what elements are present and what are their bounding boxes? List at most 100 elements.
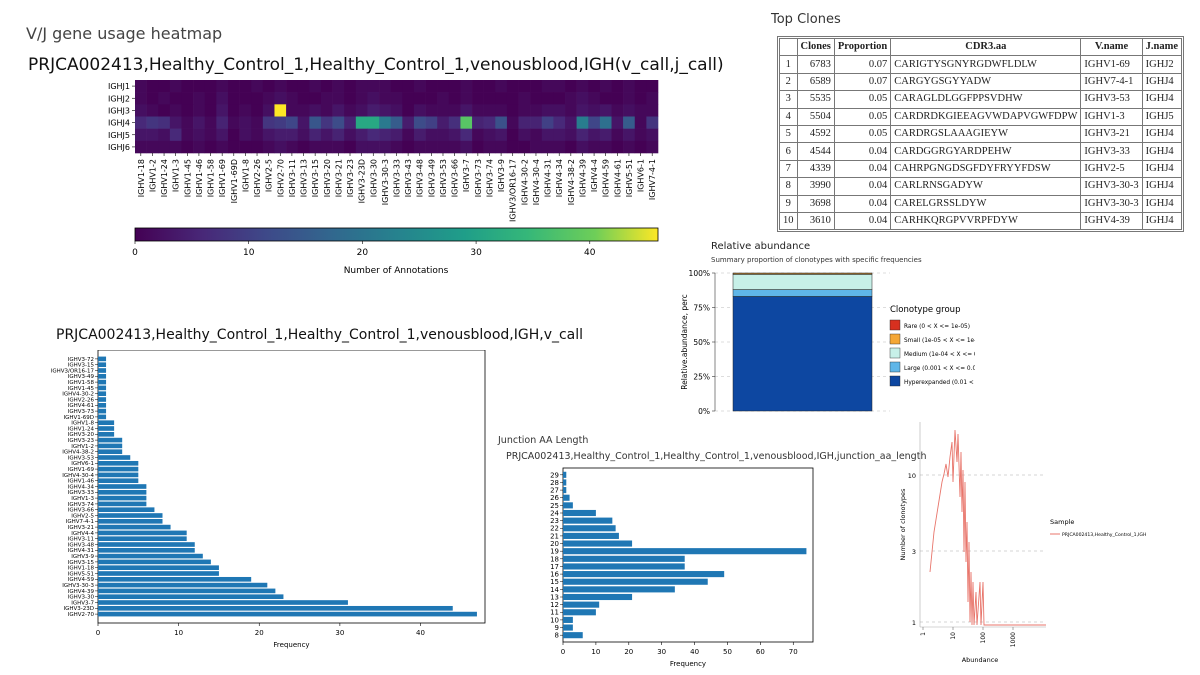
heatmap-cell xyxy=(367,128,380,142)
category-label: IGHV3-15 xyxy=(68,560,95,566)
bar xyxy=(98,501,147,507)
heatmap-cell xyxy=(193,80,206,93)
category-label: IGHV1-8 xyxy=(71,421,94,427)
heatmap-cell xyxy=(541,92,554,105)
heatmap-col-label: IGHV4-30-2 xyxy=(520,159,529,205)
category-label: IGHV3-48 xyxy=(68,542,95,548)
heatmap-cell xyxy=(355,80,368,93)
heatmap-cell xyxy=(158,140,171,154)
y-axis-label: Relative.abundance, perc xyxy=(680,294,689,390)
heatmap-cell xyxy=(251,80,264,93)
bar xyxy=(98,530,187,536)
table-cell: CARAGLDLGGFPPSVDHW xyxy=(890,90,1082,109)
heatmap-cell xyxy=(158,128,171,142)
heatmap-cell xyxy=(565,104,577,117)
heatmap-cell xyxy=(169,92,182,105)
heatmap-cell xyxy=(483,128,496,142)
table-header: Clones xyxy=(796,37,835,57)
heatmap-cell xyxy=(506,104,519,117)
heatmap-col-label: IGHV3-23D xyxy=(358,159,367,203)
heatmap-col-label: IGHV4-34 xyxy=(555,159,564,197)
category-label: IGHV1-3 xyxy=(71,496,94,502)
table-header: Proportion xyxy=(833,37,892,57)
heatmap-col-label: IGHV3-7 xyxy=(462,159,471,192)
colorbar-tick: 20 xyxy=(357,248,369,258)
table-cell: 0.04 xyxy=(833,194,892,213)
table-cell: 4592 xyxy=(796,124,835,144)
heatmap-cell xyxy=(286,140,299,154)
heatmap-cell xyxy=(530,92,543,105)
heatmap-cell xyxy=(506,128,519,142)
heatmap-col-label: IGHV1-58 xyxy=(207,159,216,197)
heatmap-col-label: IGHV4-61 xyxy=(613,159,622,197)
heatmap-cell xyxy=(437,140,450,154)
heatmap-cell xyxy=(413,80,426,93)
heatmap-col-label: IGHV4-59 xyxy=(602,159,611,197)
top-clones-title: Top Clones xyxy=(771,12,841,27)
heatmap-cell xyxy=(297,116,310,129)
heatmap-cell xyxy=(216,128,229,142)
bar xyxy=(98,518,163,524)
heatmap-cell xyxy=(425,104,438,117)
top-clones-table: Clones Proportion CDR3.aa V.name J.name 1 678… xyxy=(779,37,1183,231)
heatmap-cell xyxy=(413,128,426,142)
heatmap-cell xyxy=(309,92,322,105)
heatmap-cell xyxy=(541,128,554,142)
heatmap-cell xyxy=(472,80,484,93)
category-label: IGHV1-69 xyxy=(68,467,95,473)
table-cell: IGHJ4 xyxy=(1141,72,1183,92)
category-label: IGHV3-11 xyxy=(68,537,94,543)
heatmap-cell xyxy=(227,128,240,142)
heatmap-cell xyxy=(437,80,450,93)
bar xyxy=(98,547,195,553)
table-cell: 3990 xyxy=(796,177,835,196)
bar xyxy=(98,426,115,431)
heatmap-cell xyxy=(553,116,566,129)
table-cell: 4339 xyxy=(796,159,835,179)
heatmap-cell xyxy=(367,140,380,154)
heatmap-cell xyxy=(286,116,299,129)
category-label: IGHV4-59 xyxy=(68,577,95,583)
category-label: IGHV4-38-2 xyxy=(62,450,94,456)
heatmap-cell xyxy=(588,128,601,142)
heatmap-cell xyxy=(286,80,299,93)
table-cell: 0.05 xyxy=(833,124,892,144)
abundance-title: Relative abundance xyxy=(711,241,811,252)
heatmap-row-label: IGHJ2 xyxy=(108,94,130,103)
table-cell: 7 xyxy=(779,159,798,179)
heatmap-cell xyxy=(495,92,508,105)
table-cell: 9 xyxy=(779,194,798,213)
heatmap-cell xyxy=(402,116,415,129)
heatmap-col-label: IGHV3-23 xyxy=(346,159,355,197)
heatmap-cell xyxy=(169,128,182,142)
bar xyxy=(98,420,115,426)
heatmap-cell xyxy=(227,92,240,105)
heatmap-cell xyxy=(251,92,264,105)
category-label: 21 xyxy=(550,532,559,540)
category-label: IGHV6-1 xyxy=(71,461,94,467)
category-label: 16 xyxy=(550,571,559,579)
heatmap-cell xyxy=(135,116,147,129)
x-tick-label: 10 xyxy=(950,632,957,640)
heatmap-cell xyxy=(483,80,496,93)
bar xyxy=(98,524,171,530)
heatmap-cell xyxy=(379,140,391,154)
table-cell: IGHJ4 xyxy=(1141,159,1183,179)
vcall-title: PRJCA002413,Healthy_Control_1,Healthy_Co… xyxy=(56,327,584,343)
heatmap-cell xyxy=(390,80,403,93)
heatmap-cell xyxy=(541,80,554,93)
legend-swatch xyxy=(889,361,901,373)
table-header: V.name xyxy=(1080,37,1143,57)
heatmap-cell xyxy=(309,104,322,117)
heatmap-cell xyxy=(634,140,647,154)
bar xyxy=(563,632,583,639)
heatmap-cell xyxy=(448,140,461,154)
heatmap-cell xyxy=(216,104,229,117)
bar xyxy=(98,553,203,559)
bar xyxy=(563,548,807,555)
table-cell: IGHJ4 xyxy=(1141,177,1183,196)
category-label: IGHV3-49 xyxy=(68,374,95,380)
table-cell: CARELGRSSLDYW xyxy=(890,194,1082,213)
table-cell: CARDRGSLAAAGIEYW xyxy=(890,124,1082,144)
heatmap-cell xyxy=(448,104,461,117)
